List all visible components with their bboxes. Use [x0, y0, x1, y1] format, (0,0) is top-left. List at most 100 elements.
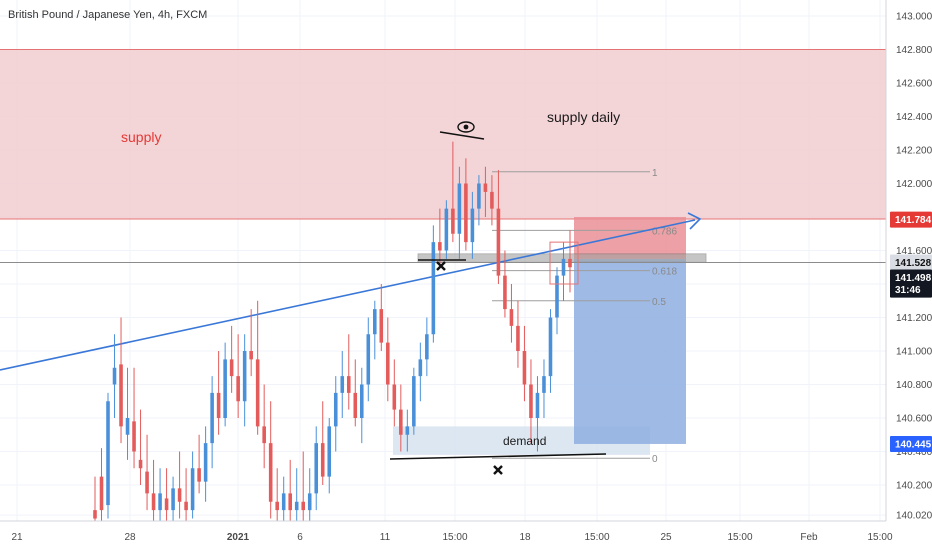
price-badge-label: 31:46 — [895, 285, 921, 296]
candle-body — [314, 443, 319, 494]
candle-body — [301, 501, 306, 511]
position-stop-zone[interactable] — [574, 217, 686, 259]
price-tick-label: 142.200 — [896, 146, 932, 157]
candle-body — [327, 426, 332, 477]
candle-body — [353, 392, 358, 418]
price-tick-label: 140.400 — [896, 447, 932, 458]
candle-body — [431, 242, 436, 335]
price-badge-bg — [890, 281, 932, 298]
time-tick-label: 21 — [11, 532, 23, 543]
candle-body — [555, 275, 559, 318]
price-tick-label: 141.600 — [896, 246, 932, 257]
candle-body — [438, 242, 442, 251]
candle-body — [93, 510, 97, 519]
price-badge-countdown: 31:46 — [890, 281, 932, 298]
candle-body — [340, 376, 345, 393]
candle-body — [171, 488, 175, 511]
candle-body — [346, 376, 351, 393]
time-tick-label: 15:00 — [867, 532, 892, 543]
candle-body — [236, 376, 240, 402]
price-badge-label: 141.498 — [895, 273, 932, 284]
candle-body — [132, 421, 136, 452]
candle-body — [255, 359, 260, 427]
price-tick-label: 141.200 — [896, 313, 932, 324]
candle-body — [216, 392, 221, 418]
candle-body — [451, 208, 455, 234]
candle-body — [307, 493, 312, 511]
time-tick-label: 6 — [297, 532, 303, 543]
candle-body — [164, 498, 169, 511]
candlestick-series — [93, 141, 572, 521]
candle-body — [275, 501, 279, 511]
price-tick-label: 142.800 — [896, 45, 932, 56]
candle-body — [359, 384, 364, 418]
candle-body — [522, 351, 527, 385]
fib-level-label: 0.618 — [652, 267, 677, 278]
price-tick-label: 140.200 — [896, 481, 932, 492]
candle-body — [418, 359, 423, 377]
rising-trendline[interactable] — [0, 219, 696, 371]
demand-label: demand — [503, 434, 546, 448]
price-tick-label: 140.600 — [896, 414, 932, 425]
price-badge-bg — [890, 435, 932, 452]
price-tick-label: 140.020 — [896, 511, 932, 522]
candle-body — [125, 418, 130, 435]
supply-daily-label: supply daily — [547, 109, 620, 125]
candle-body — [509, 309, 514, 326]
candle-body — [483, 183, 488, 192]
candle-body — [392, 384, 397, 410]
candle-body — [294, 501, 299, 511]
price-tick-label: 142.400 — [896, 112, 932, 123]
time-tick-label: 15:00 — [442, 532, 467, 543]
candle-body — [320, 443, 325, 477]
candle-body — [151, 493, 156, 511]
candle-body — [262, 426, 266, 444]
trendline-arrow-icon — [687, 212, 702, 230]
price-badge-level: 141.528 — [890, 254, 932, 271]
candle-body — [405, 426, 410, 435]
fib-retracement[interactable]: 1 0.786 0.618 0.5 0 — [492, 168, 677, 465]
time-tick-label: 28 — [124, 532, 136, 543]
candle-body — [106, 401, 110, 506]
candle-body — [379, 309, 384, 343]
candle-body — [425, 334, 429, 360]
candle-body — [516, 325, 520, 351]
time-tick-label: Feb — [800, 532, 818, 543]
candle-body — [535, 392, 540, 418]
candle-body — [190, 468, 195, 511]
time-axis[interactable]: 21 28 2021 6 11 15:00 18 15:00 25 15:00 Feb 15:00 — [0, 520, 932, 550]
entry-box — [549, 241, 579, 285]
price-tick-label: 143.000 — [896, 12, 932, 23]
price-badge-bg — [890, 211, 932, 228]
price-tick-label: 141.000 — [896, 347, 932, 358]
candle-body — [366, 334, 371, 385]
candle-body — [399, 409, 403, 435]
fib-level-label: 0.5 — [652, 297, 666, 308]
candle-body — [281, 493, 286, 511]
demand-base-line — [389, 453, 607, 460]
time-tick-label: 11 — [380, 532, 391, 543]
eye-pupil-icon — [463, 124, 469, 130]
candle-body — [444, 208, 449, 251]
time-tick-label: 15:00 — [584, 532, 609, 543]
candle-body — [333, 392, 338, 427]
price-tick-label: 142.600 — [896, 79, 932, 90]
candle-body — [249, 351, 253, 360]
cross-mark-icon — [436, 261, 446, 271]
cross-mark-icon — [493, 465, 503, 475]
time-tick-label: 18 — [519, 532, 531, 543]
candle-body — [373, 309, 377, 335]
candle-body — [496, 208, 501, 276]
candle-body — [490, 191, 494, 209]
candle-body — [145, 471, 149, 494]
eye-icon — [457, 121, 475, 133]
candle-body — [223, 359, 227, 418]
candle-body — [412, 376, 416, 427]
candle-body — [177, 488, 182, 502]
candle-body — [158, 493, 162, 511]
price-badge-bg — [890, 254, 932, 271]
position-target-zone[interactable] — [574, 258, 686, 444]
fib-level-label: 0 — [652, 454, 658, 465]
